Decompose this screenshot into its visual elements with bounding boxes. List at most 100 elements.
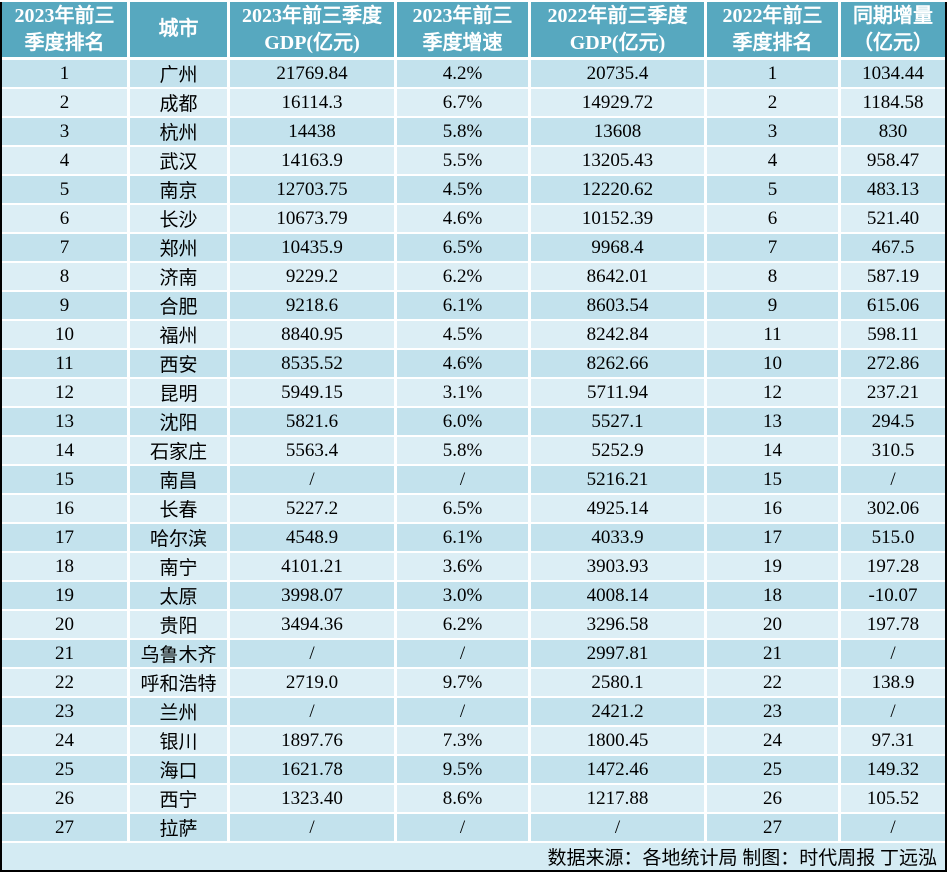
table-cell: 958.47 xyxy=(841,147,945,176)
header-cell: 2023年前三 季度增速 xyxy=(397,2,531,60)
table-cell: 6 xyxy=(707,205,841,234)
table-row: 10 福州 8840.95 4.5% 8242.84 11 598.11 xyxy=(2,321,945,350)
table-cell: 19 xyxy=(707,553,841,582)
table-row: 4 武汉 14163.9 5.5% 13205.43 4 958.47 xyxy=(2,147,945,176)
table-cell: 23 xyxy=(707,698,841,727)
table-row: 14 石家庄 5563.4 5.8% 5252.9 14 310.5 xyxy=(2,437,945,466)
table-cell: 福州 xyxy=(130,321,230,350)
table-cell: 6.1% xyxy=(397,524,531,553)
source-note: 数据来源：各地统计局 制图：时代周报 丁远泓 xyxy=(2,843,945,870)
table-cell: / xyxy=(397,640,531,669)
table-cell: 6 xyxy=(2,205,130,234)
table-cell: 1184.58 xyxy=(841,89,945,118)
table-cell: 2421.2 xyxy=(531,698,707,727)
table-cell: 南宁 xyxy=(130,553,230,582)
table-body: 1 广州 21769.84 4.2% 20735.4 1 1034.44 2 成都 16114.3… xyxy=(2,60,945,843)
table-cell: 合肥 xyxy=(130,292,230,321)
table-cell: 4.2% xyxy=(397,60,531,89)
table-cell: 18 xyxy=(2,553,130,582)
table-cell: 贵阳 xyxy=(130,611,230,640)
table-cell: 沈阳 xyxy=(130,408,230,437)
table-cell: 9.7% xyxy=(397,669,531,698)
table-cell: 12703.75 xyxy=(230,176,397,205)
table-cell: 9.5% xyxy=(397,756,531,785)
table-cell: 26 xyxy=(707,785,841,814)
table-cell: 302.06 xyxy=(841,495,945,524)
table-cell: 武汉 xyxy=(130,147,230,176)
table-cell: 12 xyxy=(2,379,130,408)
table-cell: 20 xyxy=(707,611,841,640)
table-cell: 5711.94 xyxy=(531,379,707,408)
table-cell: 1 xyxy=(2,60,130,89)
table-row: 11 西安 8535.52 4.6% 8262.66 10 272.86 xyxy=(2,350,945,379)
table-row: 20 贵阳 3494.36 6.2% 3296.58 20 197.78 xyxy=(2,611,945,640)
table-cell: 20 xyxy=(2,611,130,640)
table-cell: 22 xyxy=(707,669,841,698)
table-cell: 467.5 xyxy=(841,234,945,263)
table-cell: 14 xyxy=(2,437,130,466)
table-cell: 8642.01 xyxy=(531,263,707,292)
table-cell: 5527.1 xyxy=(531,408,707,437)
table-cell: / xyxy=(397,698,531,727)
table-cell: 4.6% xyxy=(397,350,531,379)
table-cell: 18 xyxy=(707,582,841,611)
table-cell: 12220.62 xyxy=(531,176,707,205)
table-cell: / xyxy=(397,466,531,495)
table-cell: 8242.84 xyxy=(531,321,707,350)
table-cell: 5563.4 xyxy=(230,437,397,466)
table-cell: 8262.66 xyxy=(531,350,707,379)
table-cell: 23 xyxy=(2,698,130,727)
table-cell: 5 xyxy=(707,176,841,205)
table-cell: 4033.9 xyxy=(531,524,707,553)
table-cell: 3903.93 xyxy=(531,553,707,582)
table-cell: 西宁 xyxy=(130,785,230,814)
table-cell: 8603.54 xyxy=(531,292,707,321)
table-cell: 16 xyxy=(707,495,841,524)
table-row: 12 昆明 5949.15 3.1% 5711.94 12 237.21 xyxy=(2,379,945,408)
table-cell: 26 xyxy=(2,785,130,814)
table-cell: 13 xyxy=(2,408,130,437)
table-cell: / xyxy=(841,698,945,727)
table-row: 1 广州 21769.84 4.2% 20735.4 1 1034.44 xyxy=(2,60,945,89)
table-cell: / xyxy=(397,814,531,843)
table-cell: 1621.78 xyxy=(230,756,397,785)
table-cell: 294.5 xyxy=(841,408,945,437)
table-row: 7 郑州 10435.9 6.5% 9968.4 7 467.5 xyxy=(2,234,945,263)
table-cell: 13205.43 xyxy=(531,147,707,176)
table-row: 25 海口 1621.78 9.5% 1472.46 25 149.32 xyxy=(2,756,945,785)
table-cell: 3.1% xyxy=(397,379,531,408)
table-cell: 2997.81 xyxy=(531,640,707,669)
table-cell: 石家庄 xyxy=(130,437,230,466)
table-cell: 9968.4 xyxy=(531,234,707,263)
table-row: 15 南昌 //5216.21 15/ xyxy=(2,466,945,495)
footer-row: 数据来源：各地统计局 制图：时代周报 丁远泓 xyxy=(2,843,945,870)
table-row: 2 成都 16114.3 6.7% 14929.72 2 1184.58 xyxy=(2,89,945,118)
table-cell: 南京 xyxy=(130,176,230,205)
table-cell: 16 xyxy=(2,495,130,524)
table-cell: 哈尔滨 xyxy=(130,524,230,553)
table-cell: 2 xyxy=(707,89,841,118)
table-cell: 9 xyxy=(2,292,130,321)
table-cell: 5.8% xyxy=(397,118,531,147)
table-cell: 27 xyxy=(2,814,130,843)
table-cell: 10435.9 xyxy=(230,234,397,263)
table-cell: 19 xyxy=(2,582,130,611)
table-cell: 6.1% xyxy=(397,292,531,321)
table-cell: 4925.14 xyxy=(531,495,707,524)
table-cell: 广州 xyxy=(130,60,230,89)
table-cell: 3998.07 xyxy=(230,582,397,611)
table-cell: 10 xyxy=(2,321,130,350)
header-row: 2023年前三 季度排名 城市 2023年前三季度 GDP(亿元) 2023年前三 季… xyxy=(2,2,945,60)
table-footer: 数据来源：各地统计局 制图：时代周报 丁远泓 xyxy=(2,843,945,870)
table-cell: 22 xyxy=(2,669,130,698)
table-cell: 24 xyxy=(2,727,130,756)
table-cell: 14929.72 xyxy=(531,89,707,118)
table-cell: 1323.40 xyxy=(230,785,397,814)
table-cell: 17 xyxy=(2,524,130,553)
table-cell: 1 xyxy=(707,60,841,89)
table-cell: 太原 xyxy=(130,582,230,611)
table-cell: 521.40 xyxy=(841,205,945,234)
table-cell: 11 xyxy=(707,321,841,350)
table-cell: 9218.6 xyxy=(230,292,397,321)
